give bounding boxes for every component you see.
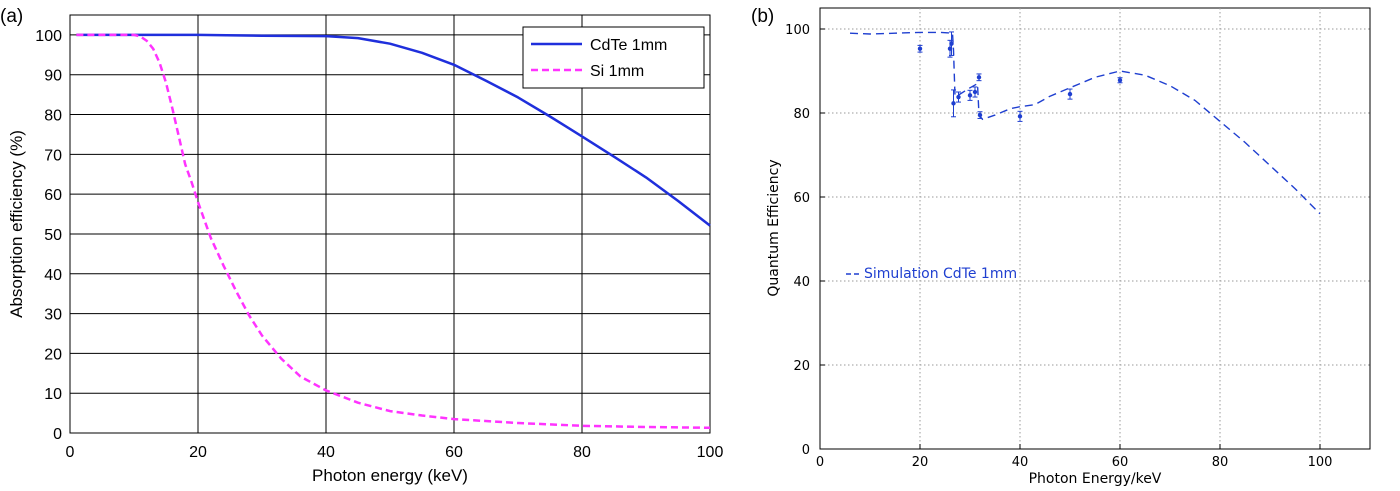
data-point [1017,114,1023,119]
ticks-b: 0 20 40 60 80 100 0 20 40 60 80 100 [785,23,1332,470]
data-point [967,93,973,98]
x-tick-label: 80 [1212,455,1229,470]
x-tick-label: 40 [1012,455,1029,470]
data-point [977,112,983,118]
data-point [976,75,982,80]
series-line-cdte [76,33,711,227]
y-tick-label: 80 [793,107,810,122]
y-tick-label: 60 [44,187,62,204]
y-tick-label: 80 [44,108,62,125]
legend-box-a [522,26,705,89]
legend-a: CdTe 1mm Si 1mm [522,26,705,89]
x-tick-label: 60 [445,444,463,461]
data-point [917,46,923,51]
y-tick-label: 90 [44,68,62,85]
y-tick-label: 20 [793,359,810,374]
plot-area-b [819,7,1371,450]
legend-label-cdte: CdTe 1mm [590,37,667,54]
grid-b [820,8,1370,449]
ticks-a: 0 20 40 60 80 100 0 10 20 30 40 50 60 70 80 90 100 [35,28,723,461]
y-tick-label: 10 [44,386,62,403]
y-tick-label: 100 [785,23,810,38]
y-tick-label: 20 [44,346,62,363]
series-line-simulation [849,31,1321,215]
x-tick-label: 100 [697,444,724,461]
panel-label-a: (a) [0,6,23,27]
y-axis-label-a: Absorption efficiency (%) [7,130,26,318]
x-tick-label: 40 [317,444,335,461]
x-axis-label-b: Photon Energy/keV [1029,471,1162,487]
chart-b: (b) 0 20 40 60 80 100 0 20 40 60 80 100 Photon Ener… [751,6,1371,487]
y-tick-label: 100 [35,28,62,45]
data-point [972,89,978,95]
legend-b: Simulation CdTe 1mm [846,266,1017,282]
x-tick-label: 0 [816,455,824,470]
x-tick-label: 0 [66,444,75,461]
y-tick-label: 40 [44,267,62,284]
chart-a: (a) 0 20 40 60 80 100 0 10 20 30 40 50 60 70 80 90 100 P… [0,6,723,485]
x-axis-label-a: Photon energy (keV) [312,466,468,485]
x-tick-label: 20 [189,444,207,461]
y-axis-label-b: Quantum Efficiency [766,159,782,296]
x-tick-label: 60 [1112,455,1129,470]
series-line-si [76,33,711,430]
data-point [949,41,954,46]
data-point [1067,91,1073,97]
series-group-b [849,31,1321,215]
data-point [956,94,961,100]
data-point [1117,78,1123,83]
series-group-a [76,33,711,430]
legend-label-si: Si 1mm [590,63,644,80]
legend-label-simulation: Simulation CdTe 1mm [864,266,1017,282]
y-tick-label: 60 [793,191,810,206]
x-tick-label: 80 [573,444,591,461]
y-tick-label: 30 [44,307,62,324]
y-tick-label: 0 [802,443,810,458]
panel-label-b: (b) [751,6,774,27]
x-tick-label: 20 [912,455,929,470]
y-tick-label: 50 [44,227,62,244]
data-point [951,101,956,106]
y-tick-label: 70 [44,147,62,164]
x-tick-label: 100 [1308,455,1333,470]
y-tick-label: 0 [53,426,62,443]
y-tick-label: 40 [793,275,810,290]
